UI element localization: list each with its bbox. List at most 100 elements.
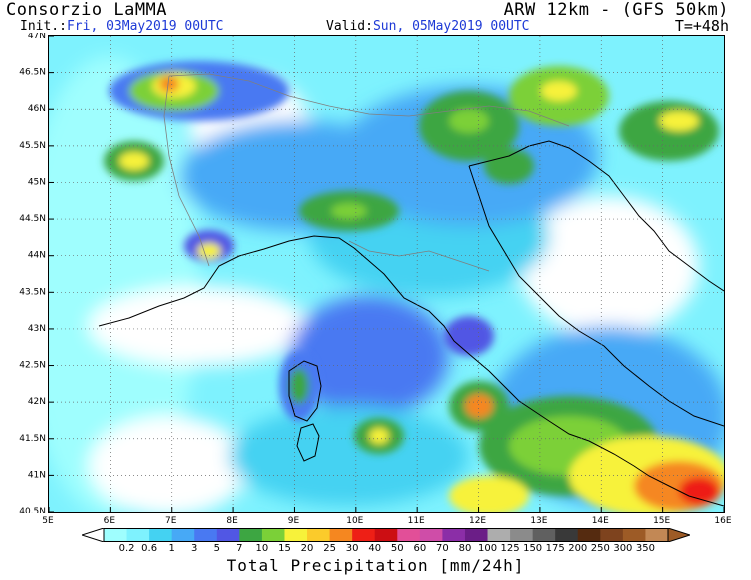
colorbar-segment xyxy=(307,528,331,542)
model-title: ARW 12km - (GFS 50km) xyxy=(503,0,729,20)
colorbar-segment xyxy=(284,528,308,542)
lat-tick-label: 42.5N xyxy=(19,361,46,371)
colorbar-segment xyxy=(464,528,489,542)
coastlines xyxy=(98,140,724,507)
colorbar-segment xyxy=(555,528,579,542)
lat-tick-label: 45.5N xyxy=(19,141,46,151)
colorbar-threshold-label: 40 xyxy=(368,543,382,554)
colorbar-labels: 0.2 0.6 1 3 5 7 10 15 20 25 30 40 50 60 70 80 100 125 150 1… xyxy=(82,543,690,555)
colorbar-threshold-label: 60 xyxy=(413,543,427,554)
graticule xyxy=(49,36,724,512)
colorbar-segment xyxy=(104,528,128,542)
colorbar-segment xyxy=(442,528,466,542)
colorbar-threshold-label: 100 xyxy=(477,543,498,554)
colorbar-frame xyxy=(103,528,669,542)
lon-ticks xyxy=(49,507,724,512)
colorbar-threshold-label: 7 xyxy=(236,543,243,554)
colorbar-threshold-label: 300 xyxy=(613,543,633,554)
colorbar-segment xyxy=(374,528,398,542)
colorbar-segment xyxy=(216,528,240,542)
latitude-axis: 47N 46.5N 46N 45.5N 45N 44.5N 44N 43.5N 43N 42.5N… xyxy=(19,33,46,513)
organization-title: Consorzio LaMMA xyxy=(6,0,168,20)
colorbar-threshold-label: 25 xyxy=(323,543,336,554)
colorbar-threshold-label: 10 xyxy=(255,543,269,554)
colorbar-segment xyxy=(239,528,263,542)
colorbar-segment xyxy=(171,528,195,542)
colorbar-threshold-label: 3 xyxy=(191,543,198,554)
colorbar-segment xyxy=(329,528,353,542)
lat-tick-label: 47N xyxy=(28,33,46,41)
lat-ticks xyxy=(49,36,54,512)
colorbar-threshold-label: 250 xyxy=(590,543,610,554)
lon-tick-label: 14E xyxy=(592,516,609,526)
lon-tick-label: 5E xyxy=(42,516,54,526)
init-label: Init.: xyxy=(20,19,67,34)
colorbar-threshold-label: 70 xyxy=(436,543,449,554)
colorbar-threshold-label: 175 xyxy=(545,543,565,554)
map-canvas xyxy=(49,36,724,512)
valid-time: Valid:Sun, 05May2019 00UTC xyxy=(326,19,530,34)
colorbar-threshold-label: 200 xyxy=(568,543,588,554)
init-time: Init.:Fri, 03May2019 00UTC xyxy=(20,19,224,34)
borders xyxy=(163,73,570,272)
lat-tick-label: 45N xyxy=(28,177,46,187)
colorbar-segment xyxy=(622,528,646,542)
colorbar-threshold-label: 150 xyxy=(523,543,543,554)
colorbar-threshold-label: 20 xyxy=(300,543,314,554)
colorbar-threshold-label: 50 xyxy=(390,543,404,554)
colorbar-segment xyxy=(600,528,624,542)
colorbar-segment xyxy=(352,528,376,542)
colorbar-segment xyxy=(532,528,556,542)
lat-tick-label: 43N xyxy=(28,324,46,334)
colorbar-threshold-label: 30 xyxy=(345,543,359,554)
lat-tick-label: 40.5N xyxy=(19,507,46,513)
lon-tick-label: 12E xyxy=(469,516,486,526)
precip-field-cores xyxy=(104,61,724,512)
colorbar-segment xyxy=(261,528,285,542)
lon-tick-label: 11E xyxy=(408,516,425,526)
colorbar-segment xyxy=(149,528,173,542)
lat-tick-label: 44.5N xyxy=(19,214,46,224)
lon-tick-label: 10E xyxy=(346,516,363,526)
valid-value: Sun, 05May2019 00UTC xyxy=(372,19,530,34)
lat-tick-label: 43.5N xyxy=(19,287,46,297)
colorbar-segment xyxy=(510,528,534,542)
colorbar-over-arrow xyxy=(667,528,690,542)
lat-tick-label: 41.5N xyxy=(19,434,46,444)
colorbar-segment xyxy=(419,528,443,542)
colorbar-segment xyxy=(194,528,218,542)
lead-time: T=+48h xyxy=(674,17,729,35)
lon-tick-label: 9E xyxy=(288,516,300,526)
colorbar-threshold-label: 350 xyxy=(635,543,655,554)
lon-tick-label: 15E xyxy=(653,516,670,526)
lat-tick-label: 46.5N xyxy=(19,68,46,78)
lon-tick-label: 6E xyxy=(104,516,116,526)
lon-tick-label: 8E xyxy=(226,516,238,526)
valid-label: Valid: xyxy=(326,19,373,34)
colorbar xyxy=(82,528,690,542)
colorbar-under-arrow xyxy=(82,528,105,542)
colorbar-segment xyxy=(397,528,421,542)
precipitation-map xyxy=(48,35,725,513)
colorbar-threshold-label: 15 xyxy=(278,543,291,554)
colorbar-segment xyxy=(645,528,669,542)
colorbar-segment xyxy=(487,528,511,542)
lon-tick-label: 7E xyxy=(165,516,177,526)
lat-tick-label: 41N xyxy=(28,470,46,480)
colorbar-title: Total Precipitation [mm/24h] xyxy=(226,556,525,575)
lon-tick-label: 16E xyxy=(714,516,731,526)
lat-tick-label: 44N xyxy=(28,251,46,261)
lat-tick-label: 46N xyxy=(28,104,46,114)
colorbar-segment xyxy=(126,528,150,542)
colorbar-threshold-label: 80 xyxy=(458,543,472,554)
longitude-axis: 5E 6E 7E 8E 9E 10E 11E 12E 13E 14E 15E 16E xyxy=(42,516,732,526)
colorbar-threshold-label: 125 xyxy=(500,543,520,554)
colorbar-threshold-label: 0.6 xyxy=(141,543,158,554)
colorbar-segment xyxy=(577,528,601,542)
colorbar-threshold-label: 0.2 xyxy=(118,543,135,554)
colorbar-threshold-label: 5 xyxy=(213,543,220,554)
colorbar-threshold-label: 1 xyxy=(168,543,175,554)
lat-tick-label: 42N xyxy=(28,397,46,407)
init-value: Fri, 03May2019 00UTC xyxy=(66,19,224,34)
lon-tick-label: 13E xyxy=(530,516,547,526)
